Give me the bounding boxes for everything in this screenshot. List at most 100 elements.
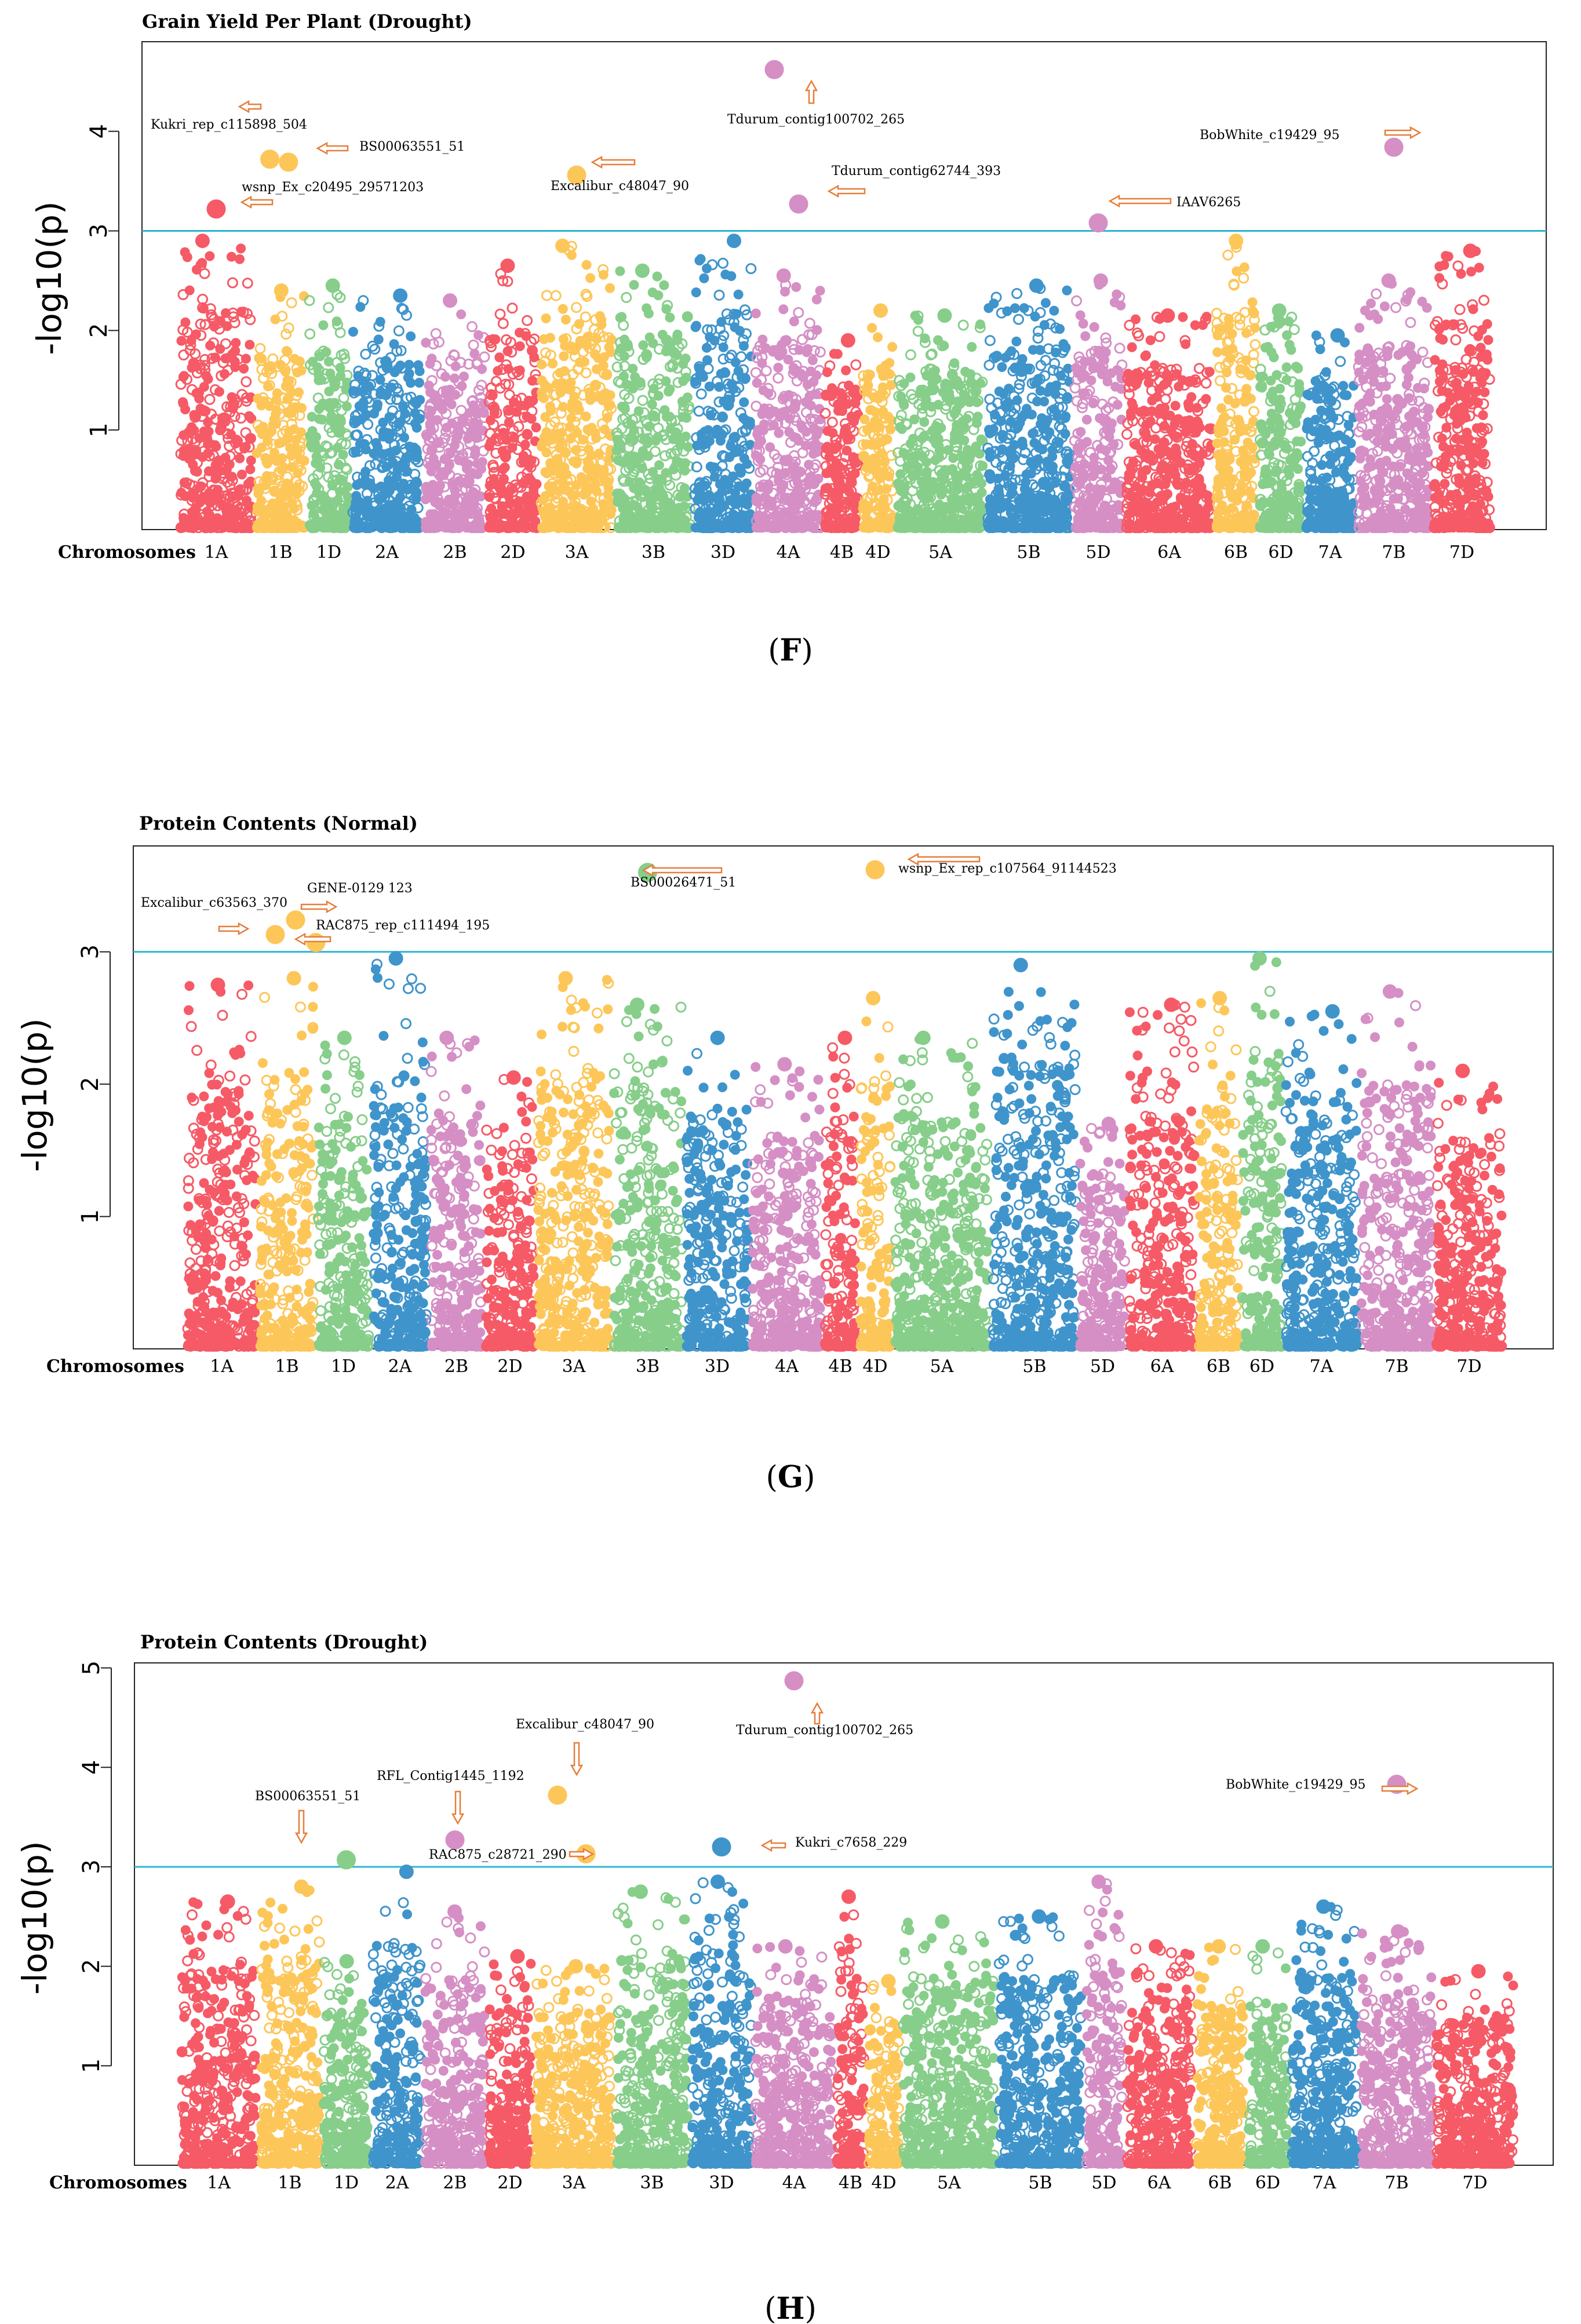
snp-point <box>202 371 211 381</box>
snp-point <box>227 252 236 261</box>
manhattan-figure: Grain Yield Per Plant (Drought)1234-log1… <box>0 0 1581 2324</box>
snp-point <box>457 310 466 319</box>
snp-peak-point <box>394 289 407 302</box>
snp-point <box>352 491 361 501</box>
snp-point <box>222 465 231 475</box>
snp-point <box>210 440 220 450</box>
snp-point <box>314 393 323 403</box>
snp-point <box>361 467 370 476</box>
snp-point <box>245 434 254 443</box>
snp-point <box>203 448 213 458</box>
snp-point <box>413 479 422 488</box>
snp-peak-point <box>326 279 340 293</box>
snp-peak-point <box>274 284 288 298</box>
snp-point <box>272 389 282 398</box>
snp-point <box>177 336 186 345</box>
snp-point <box>373 403 382 412</box>
snp-point <box>241 354 250 363</box>
snp-point <box>415 414 424 424</box>
y-axis-label: -log10(p) <box>30 201 69 355</box>
snp-point <box>386 448 395 458</box>
snp-point <box>246 465 255 474</box>
x-tick-label: 1D <box>316 542 341 563</box>
snp-point <box>406 515 415 524</box>
snp-point <box>277 513 286 522</box>
snp-point <box>243 479 253 488</box>
snp-point <box>478 364 487 374</box>
snp-point <box>393 364 402 374</box>
y-tick-label: 1 <box>86 422 112 437</box>
snp-point <box>296 455 305 464</box>
snp-point <box>187 508 196 517</box>
snp-point <box>348 327 358 337</box>
snp-point <box>222 506 231 516</box>
snp-point <box>360 476 370 485</box>
snp-point <box>180 371 189 381</box>
snp-point <box>324 303 333 312</box>
snp-point <box>178 399 188 408</box>
snp-point <box>191 466 200 476</box>
snp-point <box>382 462 391 472</box>
snp-point <box>257 401 266 410</box>
snp-point <box>376 390 385 399</box>
snp-point <box>334 460 343 469</box>
snp-point <box>228 278 237 287</box>
snp-point <box>199 382 209 392</box>
snp-point <box>242 377 251 386</box>
snp-point <box>270 502 279 512</box>
snp-point <box>294 388 304 397</box>
snp-point <box>234 486 243 495</box>
snp-point <box>332 317 341 326</box>
snp-point <box>312 481 321 491</box>
snp-point <box>241 523 250 532</box>
chromosome-block-1A <box>176 234 256 532</box>
snp-point <box>177 523 186 532</box>
snp-point <box>177 488 186 497</box>
snp-point <box>205 395 214 404</box>
snp-point <box>241 442 250 451</box>
snp-point <box>282 479 292 488</box>
snp-point <box>394 326 403 335</box>
snp-point <box>336 363 345 373</box>
snp-point <box>289 504 298 513</box>
snp-point <box>279 491 289 501</box>
snp-point <box>290 354 299 363</box>
chromosome-block-2B <box>421 294 489 532</box>
snp-point <box>343 492 352 502</box>
snp-point <box>405 369 414 378</box>
y-tick-label: 3 <box>86 224 112 238</box>
snp-point <box>308 443 317 452</box>
snp-point <box>252 448 261 458</box>
snp-point <box>319 320 328 330</box>
snp-point <box>221 339 230 348</box>
snp-point <box>205 251 214 261</box>
panel-grain-yield-per-plant-drought-: Grain Yield Per Plant (Drought)1234-log1… <box>30 10 1546 563</box>
snp-point <box>305 329 315 338</box>
snp-point <box>359 402 368 411</box>
snp-point <box>235 254 245 264</box>
snp-point <box>336 487 345 496</box>
snp-point <box>243 279 252 288</box>
snp-point <box>318 415 327 424</box>
snp-point <box>336 475 345 484</box>
snp-point <box>474 330 483 340</box>
snp-point <box>180 247 190 257</box>
snp-point <box>325 523 334 532</box>
snp-point <box>305 296 314 305</box>
snp-point <box>231 338 241 348</box>
snp-point <box>399 402 408 411</box>
snp-point <box>325 506 334 515</box>
y-tick-label: 4 <box>86 124 112 138</box>
chromosome-block-1B <box>252 284 309 532</box>
snp-point <box>406 378 416 388</box>
snp-point <box>414 378 424 388</box>
chart-title: Grain Yield Per Plant (Drought) <box>142 10 472 32</box>
snp-point <box>236 244 246 253</box>
snp-point <box>289 425 298 434</box>
snp-point <box>215 457 224 466</box>
snp-point <box>254 353 264 363</box>
chromosome-block-1D <box>305 279 353 532</box>
snp-point <box>237 470 246 479</box>
snp-point <box>217 421 226 430</box>
snp-point <box>412 448 421 457</box>
